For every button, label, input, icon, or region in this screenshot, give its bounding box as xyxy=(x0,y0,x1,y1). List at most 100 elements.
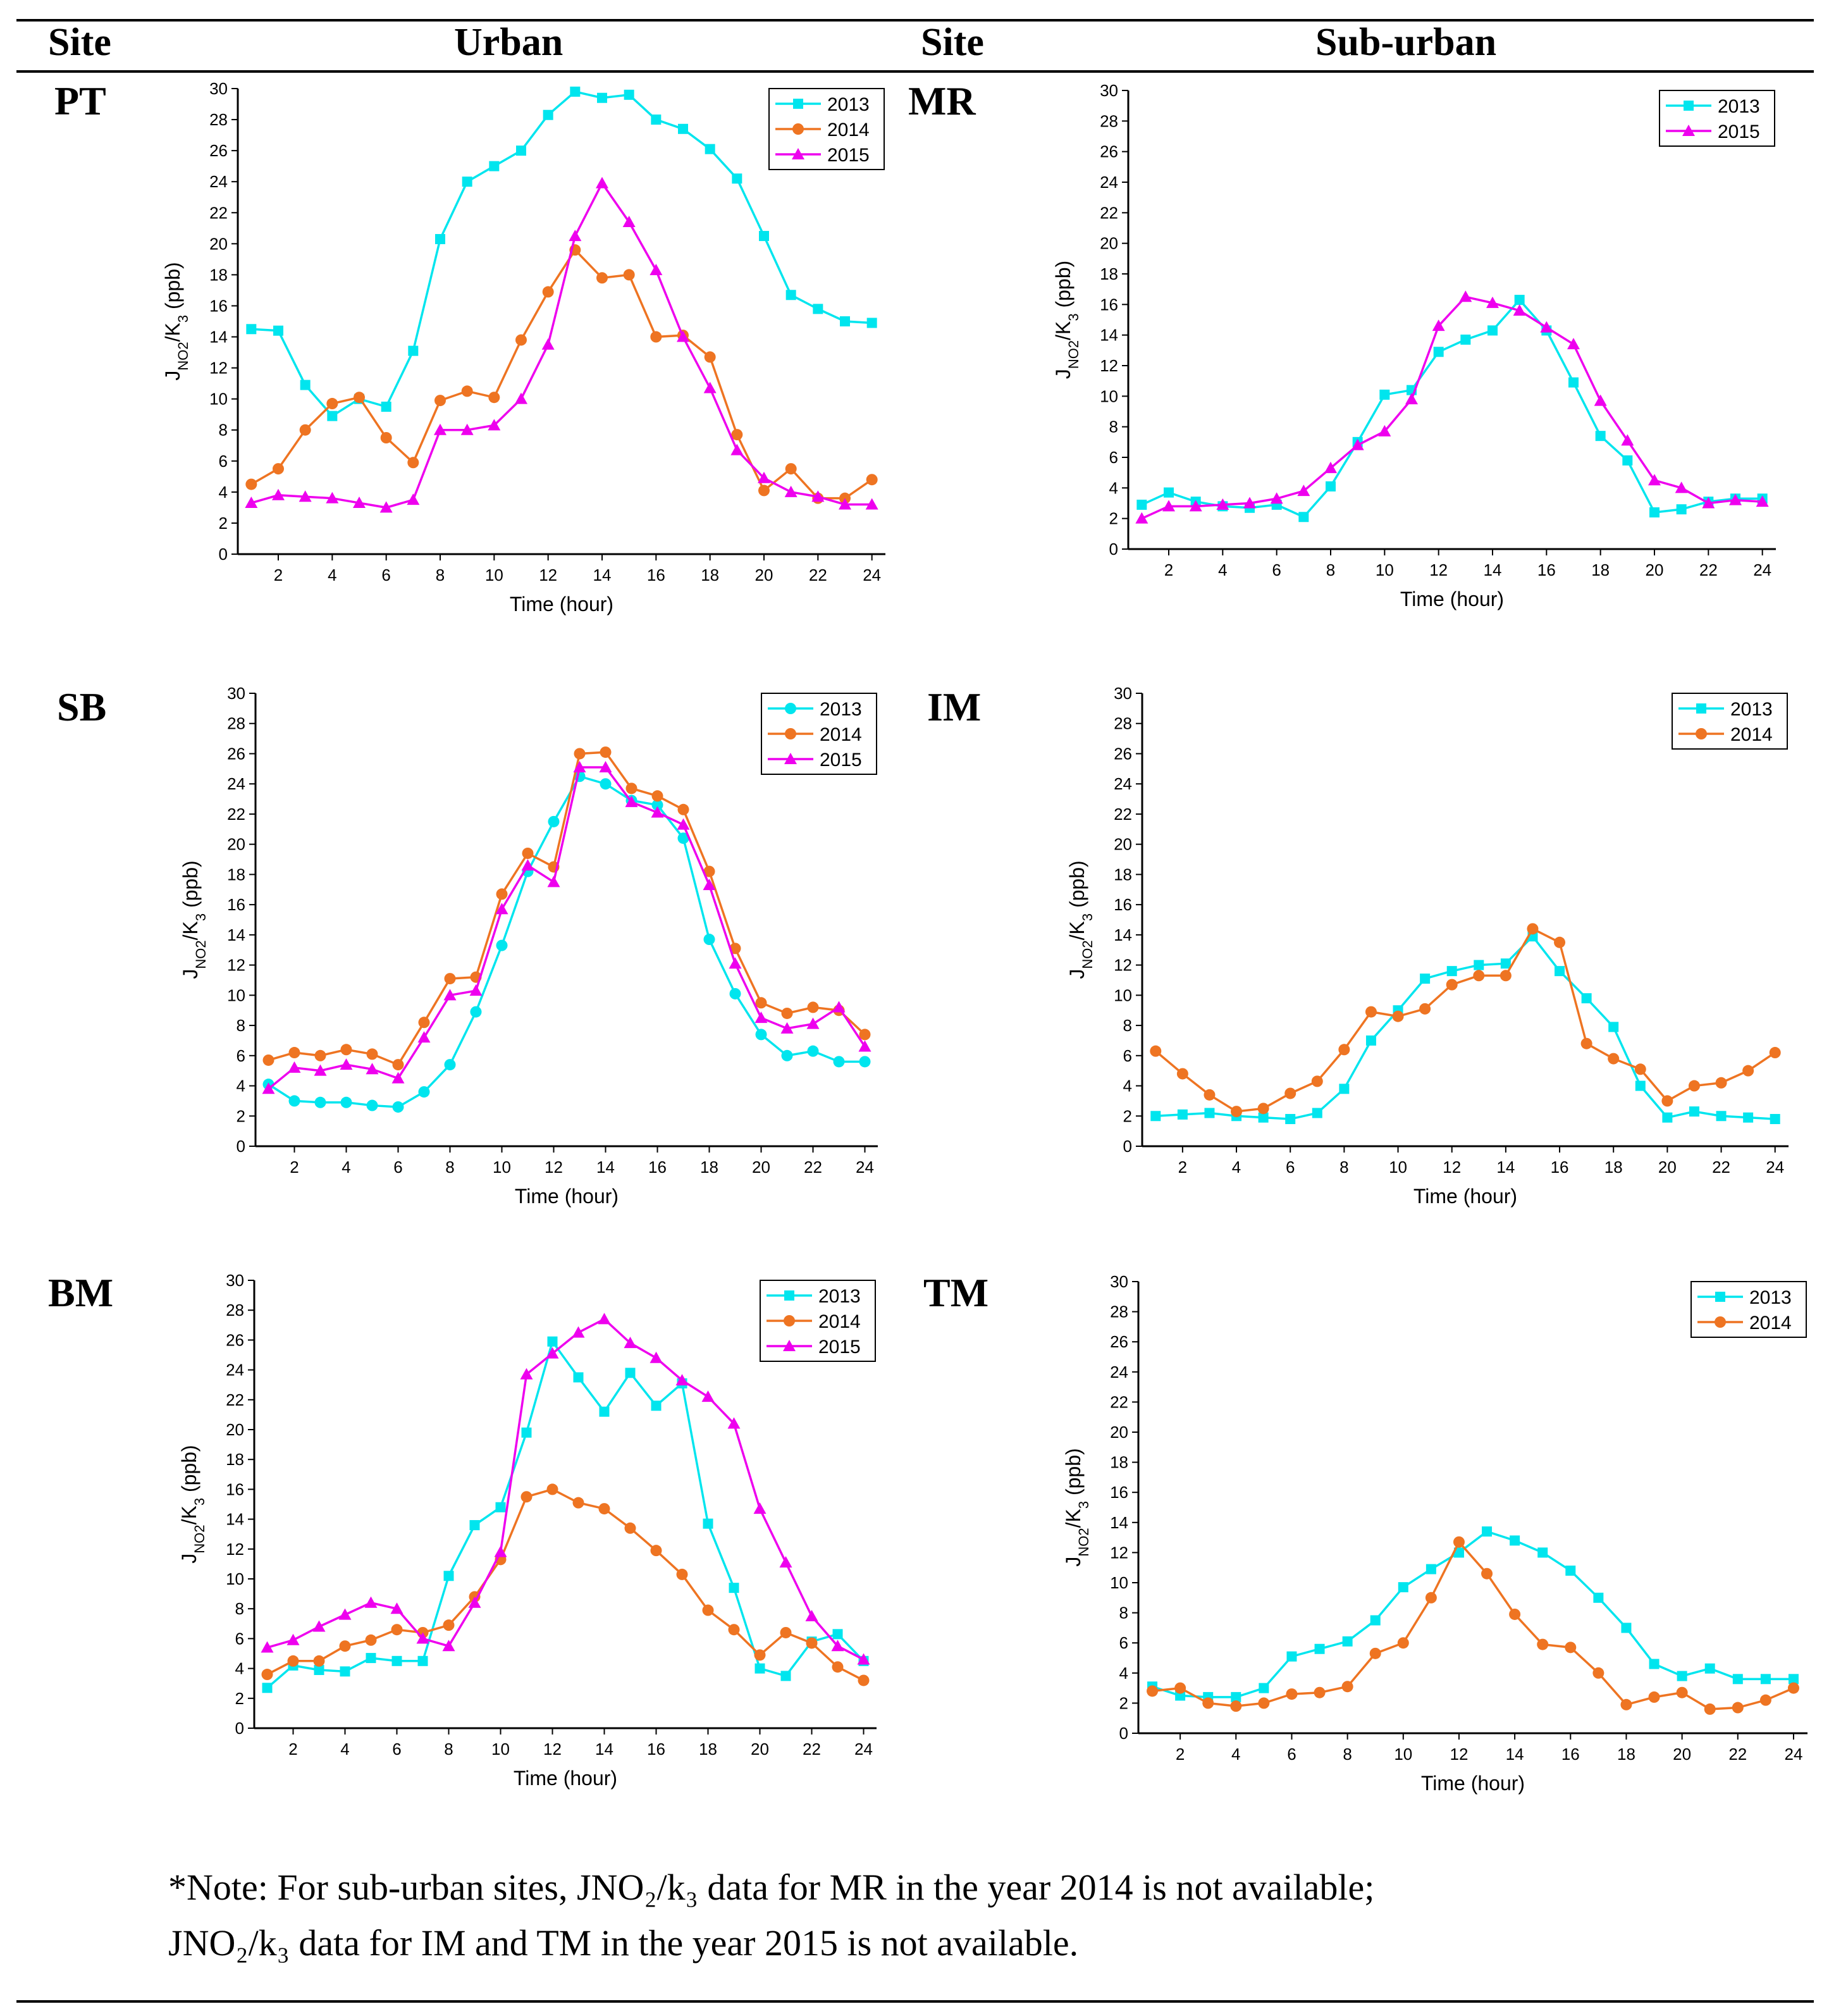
pt-point-2015 xyxy=(811,490,825,502)
tm-x-tick-label: 22 xyxy=(1728,1745,1747,1764)
pt-point-2014 xyxy=(326,398,338,410)
bm-x-tick-label: 10 xyxy=(491,1740,510,1759)
mr-point-2013 xyxy=(1649,507,1660,517)
sb-y-tick-label: 20 xyxy=(227,835,245,854)
mr-x-axis-title: Time (hour) xyxy=(1400,588,1504,610)
tm-point-2014 xyxy=(1341,1681,1353,1693)
mr-point-2015 xyxy=(1378,424,1391,436)
mr-point-2015 xyxy=(1702,497,1715,509)
pt-x-tick-label: 20 xyxy=(755,566,773,584)
bm-point-2013 xyxy=(391,1655,402,1666)
tm-point-2014 xyxy=(1787,1682,1799,1694)
bm-x-tick-label: 16 xyxy=(647,1740,665,1759)
im-x-tick-label: 16 xyxy=(1551,1158,1569,1177)
pt-x-tick-label: 2 xyxy=(274,566,283,584)
im-point-2013 xyxy=(1312,1108,1322,1118)
im-y-tick-label: 2 xyxy=(1123,1106,1132,1125)
mr-y-tick-label: 30 xyxy=(1100,81,1118,100)
sb-point-2013 xyxy=(677,832,689,844)
pt-point-2013 xyxy=(462,176,472,187)
pt-x-tick-label: 10 xyxy=(485,566,503,584)
sb-y-tick-label: 16 xyxy=(227,895,245,914)
sb-point-2013 xyxy=(444,1059,456,1071)
im-y-tick-label: 24 xyxy=(1114,774,1132,793)
mr-point-2015 xyxy=(1351,438,1364,450)
bm-point-2014 xyxy=(391,1624,403,1636)
pt-series-2014 xyxy=(245,244,878,504)
sb-point-2013 xyxy=(703,934,715,946)
mr-point-2015 xyxy=(1297,485,1310,497)
sb-point-2014 xyxy=(703,865,715,877)
bm-legend-marker-2015 xyxy=(783,1340,796,1351)
mr-y-tick-label: 4 xyxy=(1109,478,1118,497)
tm-legend-label-2014: 2014 xyxy=(1749,1313,1792,1333)
mr-x-tick-label: 2 xyxy=(1164,560,1173,579)
im-point-2013 xyxy=(1689,1106,1699,1117)
bm-point-2013 xyxy=(703,1518,713,1529)
tm-y-tick-label: 10 xyxy=(1110,1573,1128,1592)
mr-point-2015 xyxy=(1648,474,1661,486)
sb-x-axis-title: Time (hour) xyxy=(515,1185,619,1208)
pt-y-axis-title: JNO2/K3 (ppb) xyxy=(161,262,191,380)
im-y-tick-label: 16 xyxy=(1114,895,1132,914)
sb-point-2015 xyxy=(314,1064,327,1076)
site-label-tm: TM xyxy=(923,1270,989,1315)
sb-y-tick-label: 26 xyxy=(227,744,245,763)
mr-y-tick-label: 26 xyxy=(1100,142,1118,161)
site-label-sb: SB xyxy=(57,684,107,729)
bm-y-tick-label: 8 xyxy=(235,1599,244,1618)
sb-legend-label-2014: 2014 xyxy=(820,724,862,745)
bm-point-2013 xyxy=(314,1664,324,1675)
im-legend-label-2013: 2013 xyxy=(1730,699,1773,720)
im-point-2013 xyxy=(1555,966,1565,977)
im-y-tick-label: 10 xyxy=(1114,986,1132,1005)
im-point-2013 xyxy=(1285,1114,1296,1125)
mr-series-2013 xyxy=(1136,295,1768,523)
tm-point-2013 xyxy=(1704,1663,1715,1674)
tm-point-2013 xyxy=(1426,1564,1436,1574)
sb-line-2015 xyxy=(268,766,866,1090)
tm-series-2013 xyxy=(1147,1526,1799,1702)
mr-point-2015 xyxy=(1405,393,1418,405)
sb-point-2013 xyxy=(496,939,508,951)
tm-x-tick-label: 2 xyxy=(1176,1745,1185,1764)
pt-x-tick-label: 18 xyxy=(701,566,719,584)
sb-y-tick-label: 24 xyxy=(227,774,245,793)
pt-y-tick-label: 20 xyxy=(209,234,228,253)
sb-point-2015 xyxy=(858,1040,871,1052)
bm-legend-label-2015: 2015 xyxy=(818,1337,861,1357)
pt-point-2015 xyxy=(596,176,608,189)
sb-point-2014 xyxy=(496,888,508,900)
im-point-2013 xyxy=(1258,1112,1269,1123)
pt-line-2015 xyxy=(250,181,872,509)
pt-point-2014 xyxy=(731,429,743,441)
bm-point-2014 xyxy=(313,1655,325,1667)
sb-y-tick-label: 28 xyxy=(227,714,245,733)
im-y-tick-label: 6 xyxy=(1123,1046,1132,1065)
tm-point-2014 xyxy=(1481,1568,1493,1580)
bm-point-2014 xyxy=(546,1483,558,1495)
bm-point-2013 xyxy=(417,1655,428,1666)
pt-point-2014 xyxy=(758,485,770,497)
tm-point-2013 xyxy=(1453,1547,1464,1558)
sb-point-2014 xyxy=(340,1044,352,1056)
mr-line-2015 xyxy=(1141,295,1763,520)
bm-y-tick-label: 0 xyxy=(235,1719,244,1738)
mr-x-tick-label: 24 xyxy=(1753,560,1771,579)
sb-x-tick-label: 14 xyxy=(596,1158,615,1177)
mr-point-2013 xyxy=(1676,504,1687,515)
mr-y-tick-label: 0 xyxy=(1109,540,1118,559)
bm-series-2015 xyxy=(261,1313,870,1665)
im-y-tick-label: 14 xyxy=(1114,925,1132,944)
pt-y-tick-label: 26 xyxy=(209,141,228,160)
im-point-2014 xyxy=(1446,979,1458,991)
pt-point-2015 xyxy=(488,419,501,431)
pt-point-2013 xyxy=(813,304,823,314)
sb-x-tick-label: 8 xyxy=(445,1158,454,1177)
bm-point-2014 xyxy=(598,1503,610,1515)
pt-point-2013 xyxy=(381,401,391,412)
sb-point-2015 xyxy=(729,957,742,969)
bm-point-2013 xyxy=(340,1666,350,1677)
pt-point-2013 xyxy=(570,86,581,97)
